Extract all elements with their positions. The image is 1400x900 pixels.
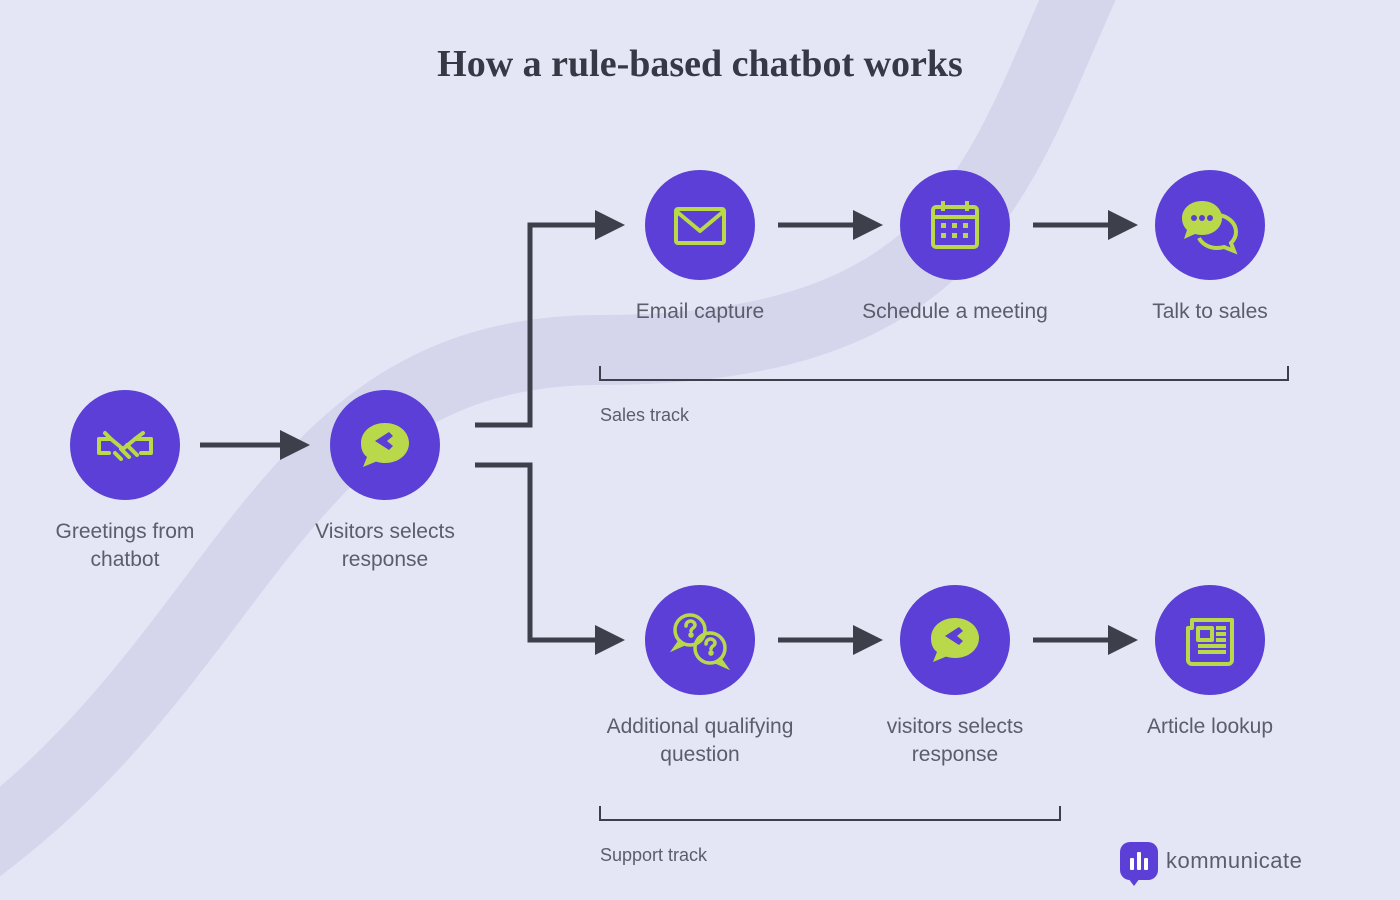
flow-node-qualifying: Additional qualifying question <box>600 585 800 770</box>
brand-logo: kommunicate <box>1120 842 1302 880</box>
logo-bubble-icon <box>1120 842 1158 880</box>
flow-node-label: Additional qualifying question <box>600 713 800 770</box>
newspaper-icon <box>1155 585 1265 695</box>
calendar-icon <box>900 170 1010 280</box>
flow-node-label: Email capture <box>636 298 764 326</box>
question-bubbles-icon <box>645 585 755 695</box>
flow-node-greetings: Greetings from chatbot <box>25 390 225 575</box>
diagram-canvas: How a rule-based chatbot works kommunica… <box>0 0 1400 900</box>
flow-node-label: Schedule a meeting <box>862 298 1048 326</box>
flow-node-label: Greetings from chatbot <box>25 518 225 575</box>
reply-bubble-icon <box>330 390 440 500</box>
flow-node-label: Talk to sales <box>1152 298 1268 326</box>
envelope-icon <box>645 170 755 280</box>
flow-node-schedule: Schedule a meeting <box>855 170 1055 326</box>
handshake-icon <box>70 390 180 500</box>
diagram-title: How a rule-based chatbot works <box>0 42 1400 86</box>
flow-node-selects: Visitors selects response <box>285 390 485 575</box>
flow-node-selects2: visitors selects response <box>855 585 1055 770</box>
flow-node-email: Email capture <box>600 170 800 326</box>
flow-node-article: Article lookup <box>1110 585 1310 741</box>
flow-node-label: Article lookup <box>1147 713 1273 741</box>
reply-bubble-icon <box>900 585 1010 695</box>
logo-text: kommunicate <box>1166 848 1302 874</box>
track-label: Sales track <box>600 405 689 426</box>
track-label: Support track <box>600 845 707 866</box>
flow-node-talksales: Talk to sales <box>1110 170 1310 326</box>
flow-node-label: visitors selects response <box>855 713 1055 770</box>
chat-dots-icon <box>1155 170 1265 280</box>
flow-node-label: Visitors selects response <box>285 518 485 575</box>
